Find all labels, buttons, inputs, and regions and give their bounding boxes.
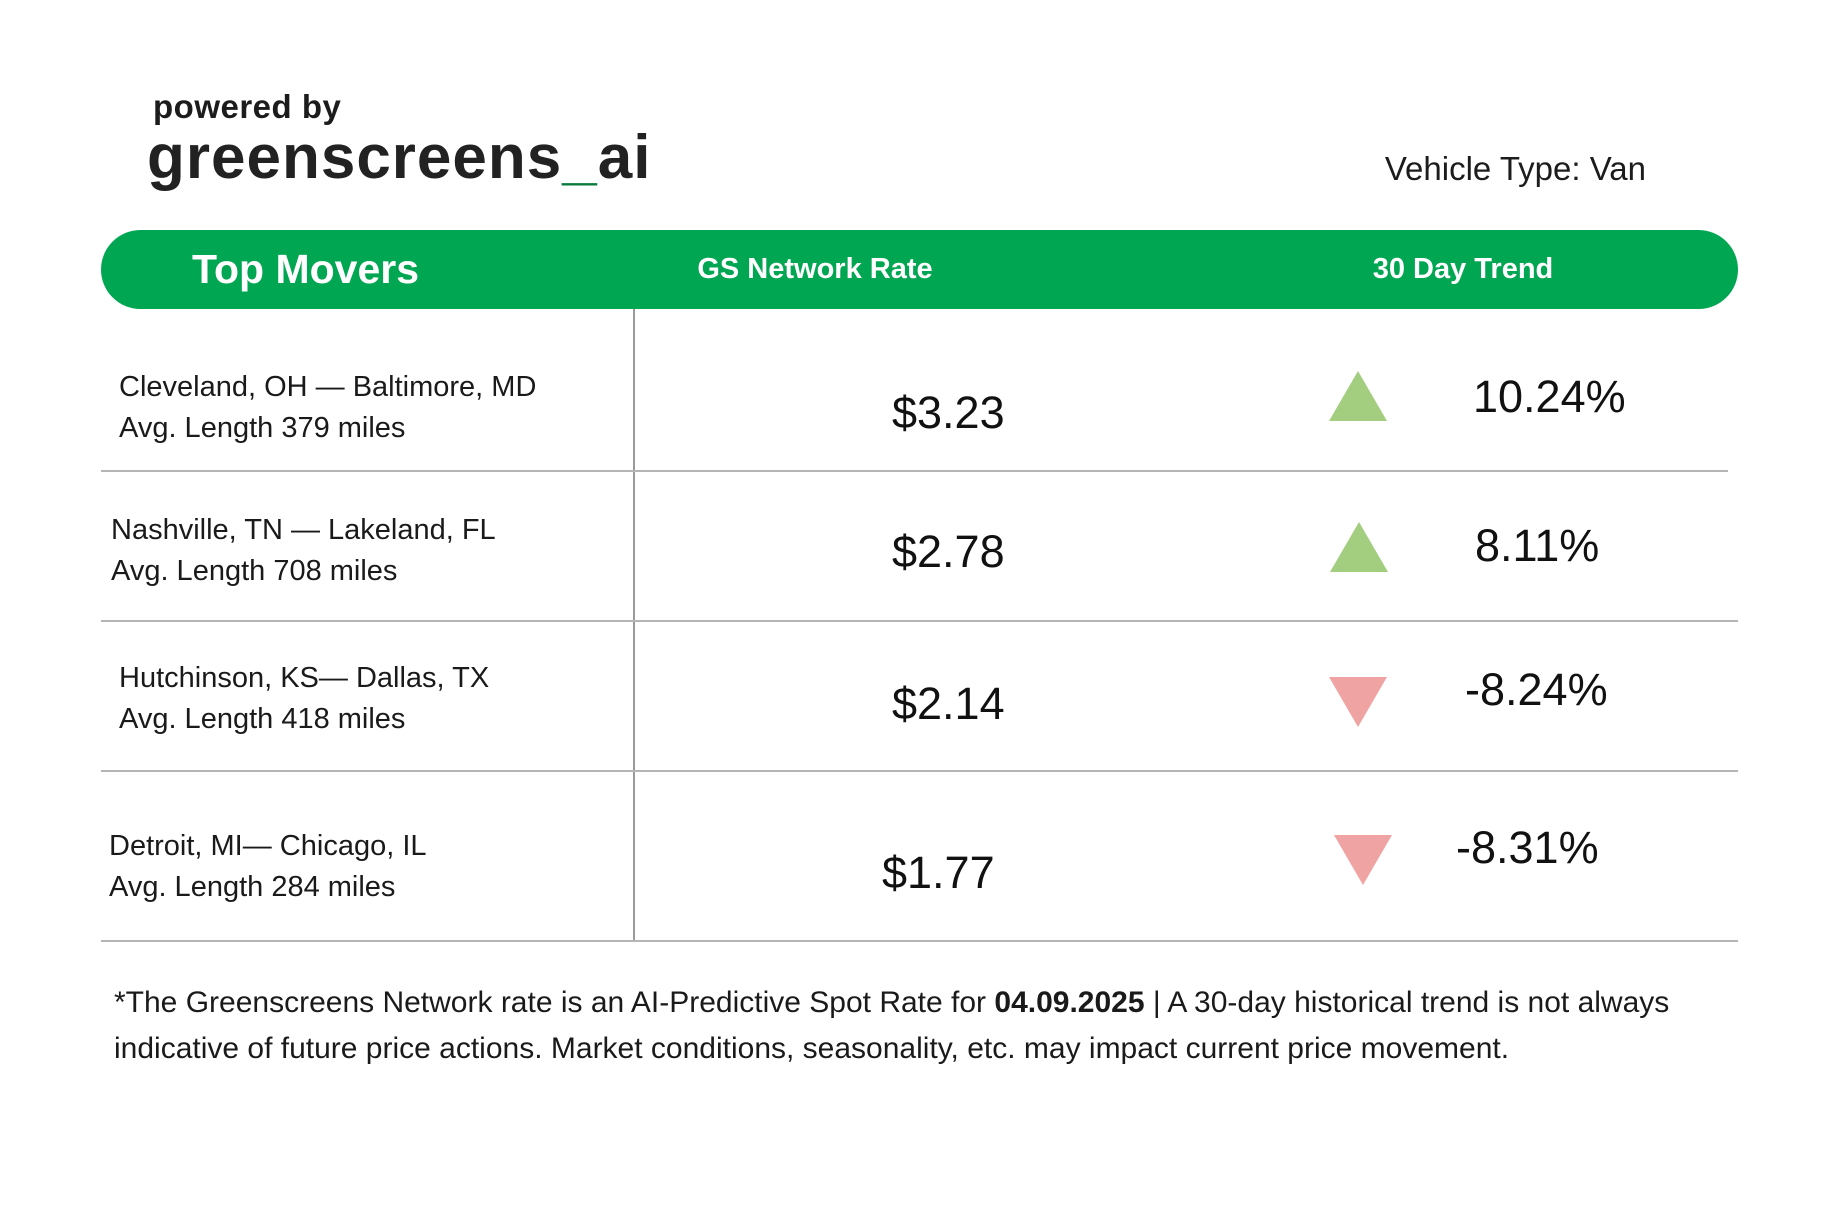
brand-logo: greenscreens_ai: [147, 122, 651, 193]
brand-suffix: ai: [597, 123, 652, 192]
table-row: Detroit, MI— Chicago, IL Avg. Length 284…: [101, 772, 1738, 940]
trend-percent: 8.11%: [1475, 520, 1600, 571]
lane-avg-length: Avg. Length 708 miles: [111, 555, 398, 587]
powered-by-label: powered by: [153, 88, 342, 125]
lane-route: Cleveland, OH — Baltimore, MD: [119, 371, 537, 403]
lane-cell: Cleveland, OH — Baltimore, MD Avg. Lengt…: [119, 367, 536, 449]
table-row: Nashville, TN — Lakeland, FL Avg. Length…: [101, 472, 1738, 620]
column-header-30-day-trend: 30 Day Trend: [1372, 253, 1554, 285]
network-rate: $1.77: [882, 847, 995, 898]
trend-percent: -8.31%: [1456, 822, 1599, 873]
lane-cell: Nashville, TN — Lakeland, FL Avg. Length…: [111, 510, 496, 592]
trend-down-icon: [1329, 677, 1387, 727]
top-movers-table: Cleveland, OH — Baltimore, MD Avg. Lengt…: [101, 309, 1738, 942]
trend-down-icon: [1334, 835, 1392, 885]
lane-avg-length: Avg. Length 379 miles: [119, 412, 406, 444]
trend-up-icon: [1329, 371, 1387, 421]
brand-name: greenscreens: [147, 123, 563, 192]
row-divider: [101, 470, 1728, 472]
lane-route: Hutchinson, KS— Dallas, TX: [119, 662, 490, 694]
lane-route: Nashville, TN — Lakeland, FL: [111, 514, 496, 546]
row-divider: [101, 770, 1738, 772]
lane-route: Detroit, MI— Chicago, IL: [109, 830, 427, 862]
trend-up-icon: [1330, 522, 1388, 572]
column-header-top-movers: Top Movers: [192, 246, 420, 292]
table-header-bar: Top Movers GS Network Rate 30 Day Trend: [101, 230, 1738, 309]
trend-percent: -8.24%: [1465, 664, 1608, 715]
footnote: *The Greenscreens Network rate is an AI-…: [114, 980, 1754, 1072]
footnote-text-continued: | A 30-day historical trend is not alway…: [114, 986, 1670, 1065]
lane-avg-length: Avg. Length 418 miles: [119, 703, 406, 735]
lane-cell: Detroit, MI— Chicago, IL Avg. Length 284…: [109, 826, 427, 908]
column-header-gs-network-rate: GS Network Rate: [697, 253, 933, 285]
column-divider: [633, 309, 635, 942]
footnote-text: *The Greenscreens Network rate is an AI-…: [114, 986, 995, 1019]
row-divider: [101, 620, 1738, 622]
vehicle-type: Vehicle Type: Van: [1384, 150, 1646, 187]
brand-underscore: _: [562, 123, 598, 192]
network-rate: $2.78: [892, 526, 1005, 577]
lane-avg-length: Avg. Length 284 miles: [109, 871, 396, 903]
lane-cell: Hutchinson, KS— Dallas, TX Avg. Length 4…: [119, 658, 489, 740]
row-divider: [101, 940, 1738, 942]
trend-percent: 10.24%: [1473, 371, 1626, 422]
table-row: Hutchinson, KS— Dallas, TX Avg. Length 4…: [101, 622, 1738, 770]
table-row: Cleveland, OH — Baltimore, MD Avg. Lengt…: [101, 309, 1738, 471]
network-rate: $2.14: [892, 678, 1005, 729]
footnote-date: 04.09.2025: [994, 986, 1145, 1019]
network-rate: $3.23: [892, 387, 1005, 438]
